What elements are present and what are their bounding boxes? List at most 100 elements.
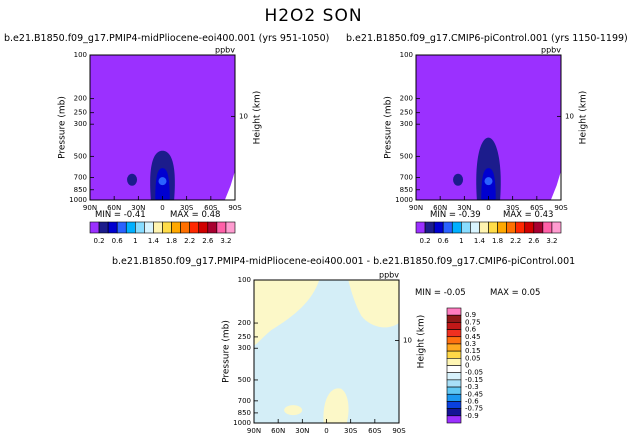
colorbar-label-top-left: 1 xyxy=(133,237,137,245)
y-tick-label-top-right: 850 xyxy=(400,186,413,194)
colorbar-cell-top-right xyxy=(515,221,526,234)
min-label-top-left: MIN = -0.41 xyxy=(95,210,146,220)
colorbar-cell-top-left xyxy=(153,221,163,234)
y-tick-label-top-left: 500 xyxy=(74,152,87,160)
colorbar-cell-top-left xyxy=(225,221,236,234)
colorbar-label-top-right: 1.4 xyxy=(474,237,486,245)
x-tick-label-top-left: 60S xyxy=(204,204,218,212)
colorbar-label-top-left: 1.4 xyxy=(148,237,160,245)
y-tick-label-bottom-difference: 100 xyxy=(238,276,251,284)
y-tick-label-top-right: 100 xyxy=(400,51,413,59)
positive-region-tropics-bottom-difference xyxy=(323,388,349,423)
x-tick-label-top-right: 90S xyxy=(554,204,568,212)
y-right-tick-label-top-left: 10 xyxy=(239,112,248,120)
max-label-bottom: MAX = 0.05 xyxy=(490,288,541,298)
topography-mask-top-right xyxy=(550,171,561,200)
colorbar-label-bottom: -0.3 xyxy=(465,383,479,391)
y-right-axis-title-top-left: Height (km) xyxy=(253,91,263,145)
colorbar-cell-top-right xyxy=(497,221,507,234)
colorbar-cell-bottom xyxy=(446,401,462,409)
colorbar-label-bottom: -0.6 xyxy=(465,397,479,405)
colorbar-cell-top-left xyxy=(216,221,227,234)
x-tick-label-top-left: 30S xyxy=(180,204,194,212)
y-tick-label-top-left: 300 xyxy=(74,120,87,128)
y-tick-label-top-right: 700 xyxy=(400,174,413,182)
colorbar-label-bottom: -0.05 xyxy=(465,369,483,377)
colorbar-cell-bottom xyxy=(446,379,462,388)
colorbar-cell-top-left xyxy=(180,221,190,234)
min-label-top-right: MIN = -0.39 xyxy=(430,210,481,220)
colorbar-cell-top-left xyxy=(135,221,145,234)
x-tick-label-top-left: 90N xyxy=(83,204,97,212)
y-tick-label-top-right: 300 xyxy=(400,120,413,128)
colorbar-cell-top-right xyxy=(533,221,544,234)
x-tick-label-top-left: 60N xyxy=(107,204,121,212)
panel-title-top-right: b.e21.B1850.f09_g17.CMIP6-piControl.001 … xyxy=(346,33,627,44)
colorbar-cell-top-right xyxy=(442,221,453,234)
colorbar-label-bottom: -0.45 xyxy=(465,390,483,398)
x-tick-label-bottom-difference: 30N xyxy=(295,427,309,435)
y-axis-title-top-left: Pressure (mb) xyxy=(58,96,68,159)
colorbar-cell-top-right xyxy=(415,221,426,234)
y-tick-label-bottom-difference: 500 xyxy=(238,376,251,384)
y-tick-label-top-left: 850 xyxy=(74,186,87,194)
y-tick-label-bottom-difference: 250 xyxy=(238,333,251,341)
x-tick-label-top-right: 90N xyxy=(409,204,423,212)
contour-30n-top-left xyxy=(127,173,138,186)
y-tick-label-top-left: 200 xyxy=(74,95,87,103)
colorbar-label-bottom: 0 xyxy=(465,362,469,370)
x-tick-label-top-right: 60N xyxy=(433,204,447,212)
colorbar-cell-top-left xyxy=(107,221,118,234)
colorbar-cell-top-left xyxy=(116,221,127,234)
colorbar-label-bottom: 0.75 xyxy=(465,318,481,326)
x-tick-label-bottom-difference: 60N xyxy=(271,427,285,435)
y-tick-label-bottom-difference: 200 xyxy=(238,319,251,327)
y-tick-label-bottom-difference: 300 xyxy=(238,344,251,352)
colorbar-cell-top-right xyxy=(424,221,435,234)
colorbar-cell-top-right xyxy=(461,221,471,234)
y-tick-label-bottom-difference: 700 xyxy=(238,397,251,405)
contour-tropics-core-top-right xyxy=(484,177,493,186)
colorbar-label-top-right: 1.8 xyxy=(492,237,503,245)
colorbar-label-top-left: 1.8 xyxy=(166,237,177,245)
colorbar-label-bottom: -0.9 xyxy=(465,412,479,420)
colorbar-cell-bottom xyxy=(446,408,462,417)
colorbar-cell-bottom xyxy=(446,393,462,402)
x-tick-label-top-right: 30S xyxy=(506,204,520,212)
colorbar-cell-top-left xyxy=(144,221,154,234)
colorbar-label-bottom: 0.3 xyxy=(465,340,476,348)
colorbar-label-top-left: 0.6 xyxy=(112,237,124,245)
y-axis-title-bottom-difference: Pressure (mb) xyxy=(222,320,232,383)
colorbar-cell-bottom xyxy=(446,307,462,316)
unit-label-top-left: ppbv xyxy=(215,46,235,55)
max-label-top-left: MAX = 0.48 xyxy=(170,210,221,220)
positive-region-30n-bottom-difference xyxy=(284,405,303,416)
y-right-axis-title-top-right: Height (km) xyxy=(579,91,589,145)
colorbar-cell-top-left xyxy=(98,221,109,234)
colorbar-cell-bottom xyxy=(446,329,462,338)
y-tick-label-bottom-difference: 850 xyxy=(238,409,251,417)
colorbar-cell-bottom xyxy=(446,314,462,323)
colorbar-label-top-right: 0.2 xyxy=(419,237,430,245)
colorbar-cell-top-right xyxy=(479,221,489,234)
colorbar-label-bottom: 0.05 xyxy=(465,354,481,362)
x-tick-label-top-left: 90S xyxy=(228,204,242,212)
panel-title-bottom: b.e21.B1850.f09_g17.PMIP4-midPliocene-eo… xyxy=(112,256,576,267)
colorbar-label-bottom: -0.75 xyxy=(465,405,483,413)
colorbar-cell-top-right xyxy=(506,221,516,234)
y-tick-label-top-right: 250 xyxy=(400,109,413,117)
colorbar-cell-top-left xyxy=(198,221,209,234)
y-tick-label-bottom-difference: 1000 xyxy=(233,419,251,427)
colorbar-cell-bottom xyxy=(446,343,462,352)
y-right-tick-label-top-right: 10 xyxy=(565,112,574,120)
colorbar-label-bottom: 0.45 xyxy=(465,333,481,341)
colorbar-cell-top-right xyxy=(542,221,553,234)
x-tick-label-bottom-difference: 0 xyxy=(324,427,328,435)
colorbar-cell-top-right xyxy=(451,221,462,234)
colorbar-label-top-left: 3.2 xyxy=(220,237,231,245)
colorbar-label-bottom: -0.15 xyxy=(465,376,483,384)
y-right-axis-title-bottom-difference: Height (km) xyxy=(417,315,427,369)
colorbar-cell-top-right xyxy=(551,221,562,234)
x-tick-label-bottom-difference: 30S xyxy=(344,427,358,435)
colorbar-cell-bottom xyxy=(446,365,462,373)
